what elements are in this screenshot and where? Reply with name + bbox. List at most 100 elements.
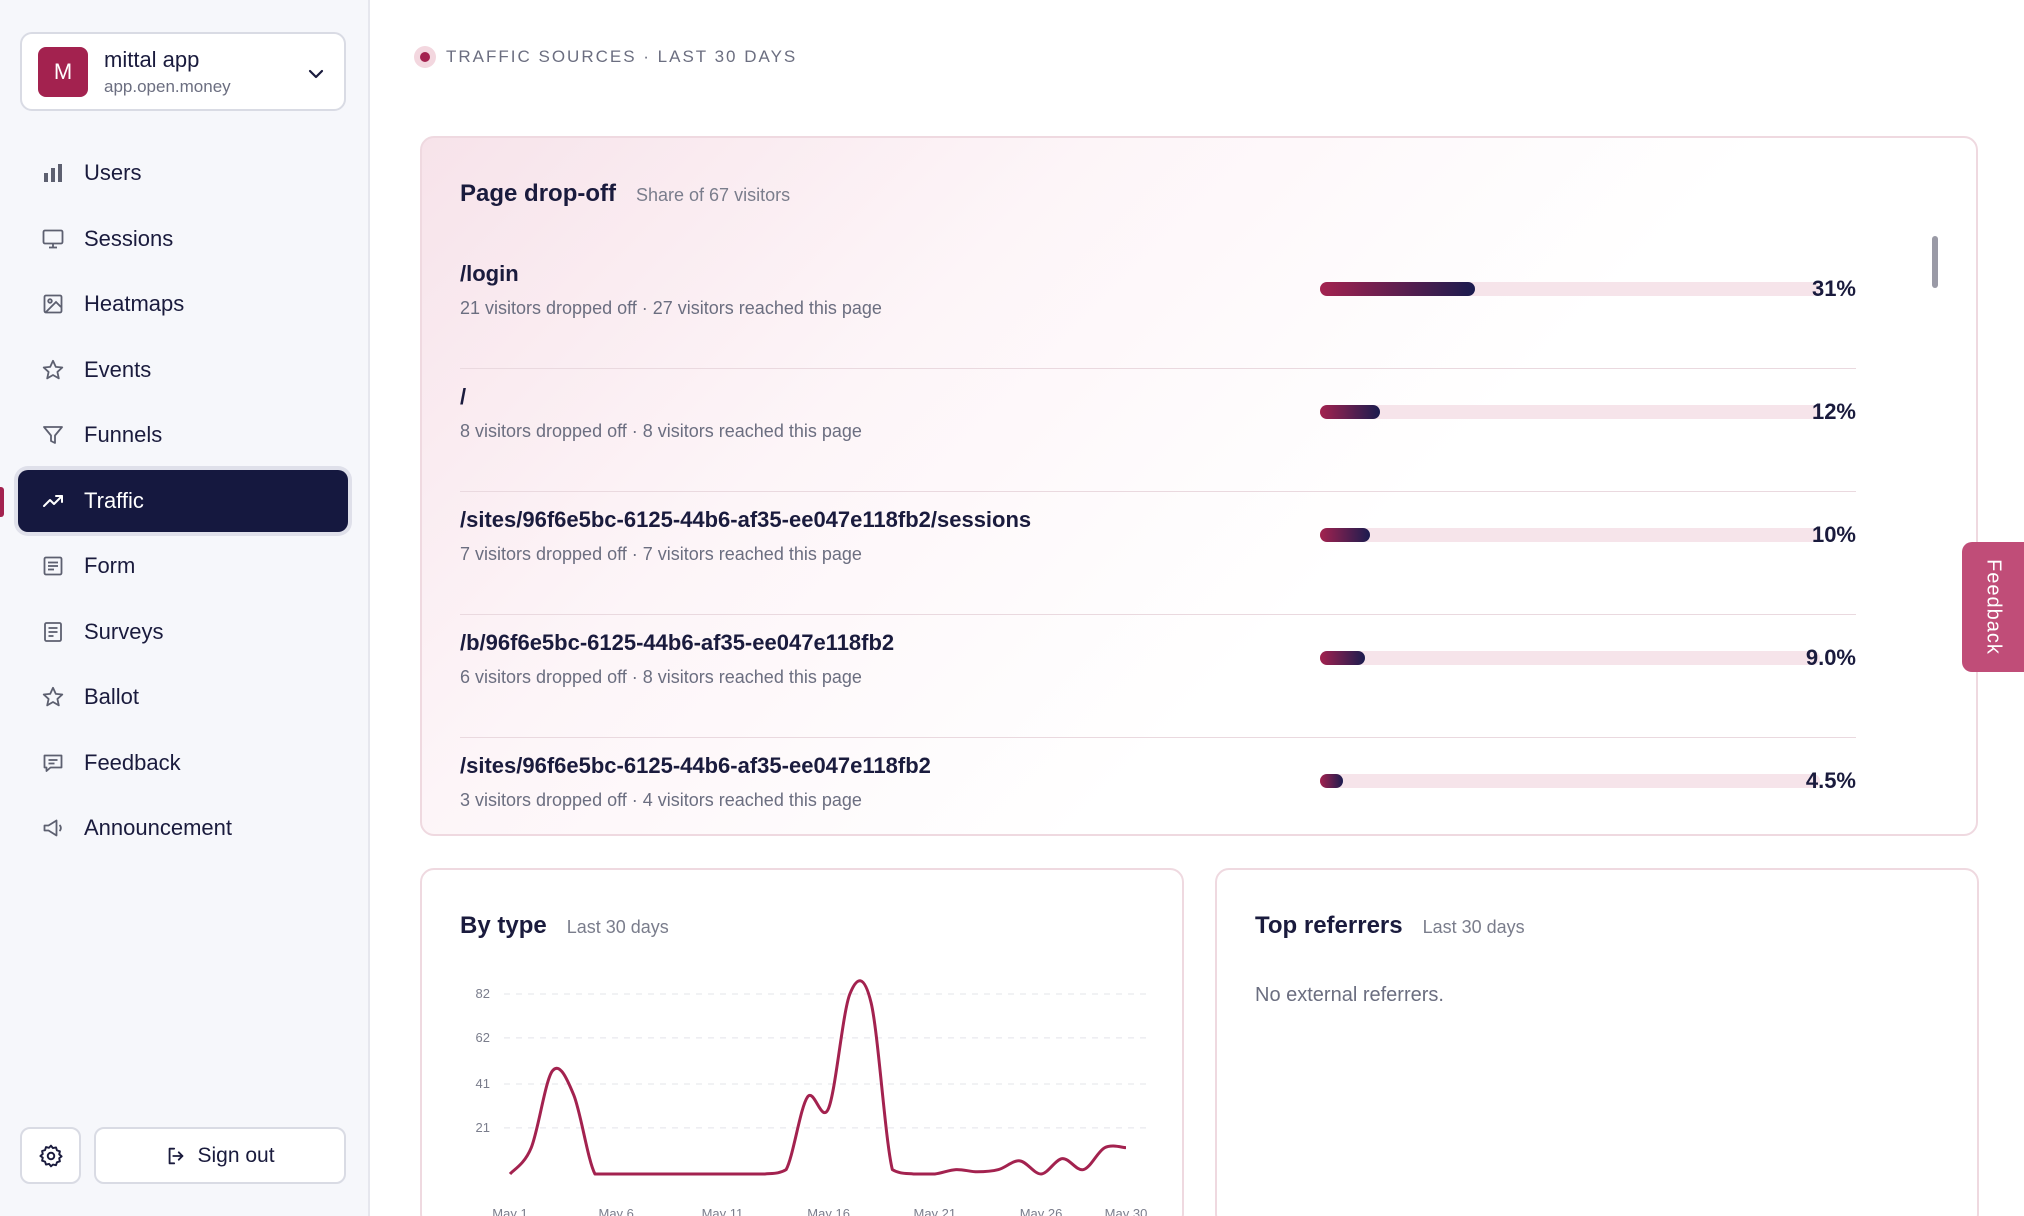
feedback-tab-button[interactable]: Feedback [1962,542,2024,672]
list-item[interactable]: /sites/96f6e5bc-6125-44b6-af35-ee047e118… [460,738,1856,834]
card-title: Top referrers [1255,912,1403,939]
x-tick-label: May 6 [599,1206,634,1216]
list-item[interactable]: /login 21 visitors dropped off · 27 visi… [460,246,1856,369]
progress-fill [1320,651,1365,665]
sign-out-button[interactable]: Sign out [94,1127,346,1184]
card-title: Page drop-off [460,180,616,207]
progress-fill [1320,405,1380,419]
bar-chart-icon [40,160,66,186]
x-tick-label: May 30 [1105,1206,1148,1216]
sidebar-item-traffic[interactable]: Traffic [18,469,348,532]
page-path: /b/96f6e5bc-6125-44b6-af35-ee047e118fb2 [460,630,895,655]
card-title: By type [460,912,547,939]
log-out-icon [169,1147,184,1164]
sidebar-item-label: Form [84,553,136,578]
section-title: TRAFFIC SOURCES · LAST 30 DAYS [446,47,798,66]
scrollbar-thumb[interactable] [1932,236,1938,288]
sidebar: M mittal app app.open.money Users Sessio… [0,0,370,1216]
page-path: /sites/96f6e5bc-6125-44b6-af35-ee047e118… [460,753,931,778]
star-icon [40,357,66,383]
settings-button[interactable] [20,1127,81,1184]
traffic-line-chart: 21 41 62 82 May 1 May 6 May 11 May 16 May 21 May … [476,979,1150,1216]
card-subtitle: Last 30 days [566,917,669,937]
list-item[interactable]: /sites/96f6e5bc-6125-44b6-af35-ee047e118… [460,492,1856,615]
dropoff-list: /login 21 visitors dropped off · 27 visi… [460,246,1856,834]
sidebar-item-events[interactable]: Events [18,339,348,401]
monitor-icon [40,226,66,252]
list-item[interactable]: /b/96f6e5bc-6125-44b6-af35-ee047e118fb2 … [460,615,1856,738]
sidebar-item-label: Traffic [84,487,144,513]
y-tick-label: 21 [476,1120,490,1135]
percentage: 9.0% [1805,645,1856,670]
empty-state-text: No external referrers. [1255,984,1444,1006]
by-type-card: By type Last 30 days 21 41 62 82 May 1 May 6 M… [420,868,1184,1216]
sidebar-item-ballot[interactable]: Ballot [18,666,348,728]
percentage: 31% [1811,276,1856,301]
sidebar-item-label: Ballot [84,684,140,709]
progress-fill [1320,528,1370,542]
sidebar-item-feedback[interactable]: Feedback [18,732,348,794]
chevron-down-icon [308,69,324,79]
page-meta: 7 visitors dropped off · 7 visitors reac… [460,544,862,564]
app-name: mittal app [104,46,200,72]
page-meta: 6 visitors dropped off · 8 visitors reac… [460,667,862,687]
sidebar-item-surveys[interactable]: Surveys [18,601,348,663]
page-path: /sites/96f6e5bc-6125-44b6-af35-ee047e118… [460,507,1032,532]
progress-bar [1320,405,1820,419]
card-header: By type Last 30 days [460,912,669,940]
progress-bar [1320,651,1820,665]
form-icon [40,553,66,579]
sidebar-item-heatmaps[interactable]: Heatmaps [18,273,348,335]
page-meta: 3 visitors dropped off · 4 visitors reac… [460,790,862,810]
sidebar-item-funnels[interactable]: Funnels [18,404,348,466]
progress-bar [1320,282,1820,296]
series-line [508,979,1127,1176]
sidebar-item-label: Announcement [84,815,232,840]
progress-fill [1320,774,1343,788]
sidebar-item-label: Users [84,160,142,185]
x-tick-label: May 16 [807,1206,850,1216]
sidebar-item-label: Funnels [84,422,163,447]
list-item[interactable]: / 8 visitors dropped off · 8 visitors re… [460,369,1856,492]
sidebar-item-announcement[interactable]: Announcement [18,797,348,859]
status-dot-icon [414,46,436,68]
page-dropoff-card: Page drop-off Share of 67 visitors /logi… [420,136,1978,836]
message-icon [40,750,66,776]
sidebar-item-users[interactable]: Users [18,142,348,204]
filter-icon [40,422,66,448]
sidebar-item-sessions[interactable]: Sessions [18,208,348,270]
page-path: /login [460,261,519,286]
percentage: 12% [1811,399,1856,424]
x-tick-label: May 11 [702,1206,744,1216]
x-tick-label: May 1 [492,1206,527,1216]
sidebar-item-label: Sessions [84,225,174,251]
x-tick-label: May 26 [1020,1206,1063,1216]
sidebar-nav: Users Sessions Heatmaps Events Funnels T… [18,142,348,863]
sidebar-item-label: Events [84,356,152,382]
sign-out-label: Sign out [197,1143,275,1167]
card-subtitle: Last 30 days [1422,917,1525,937]
app-switcher[interactable]: M mittal app app.open.money [20,32,346,111]
card-header: Top referrers Last 30 days [1255,912,1525,940]
sidebar-item-label: Surveys [84,618,164,644]
sidebar-item-label: Feedback [84,749,181,775]
page-path: / [460,384,467,409]
app-url: app.open.money [104,76,231,96]
y-tick-label: 41 [476,1076,490,1091]
sidebar-item-form[interactable]: Form [18,535,348,597]
top-referrers-card: Top referrers Last 30 days No external r… [1215,868,1979,1216]
survey-icon [40,619,66,645]
card-subtitle: Share of 67 visitors [636,185,791,205]
active-nav-marker [0,487,4,517]
section-heading: TRAFFIC SOURCES · LAST 30 DAYS [414,46,797,68]
feedback-tab-label: Feedback [1982,559,2005,655]
megaphone-icon [40,815,66,841]
card-header: Page drop-off Share of 67 visitors [460,180,790,208]
x-tick-label: May 21 [914,1206,957,1216]
image-icon [40,291,66,317]
y-tick-label: 82 [476,986,490,1001]
page-meta: 8 visitors dropped off · 8 visitors reac… [460,421,862,441]
progress-bar [1320,528,1820,542]
trending-up-icon [40,488,66,514]
page-meta: 21 visitors dropped off · 27 visitors re… [460,298,882,318]
